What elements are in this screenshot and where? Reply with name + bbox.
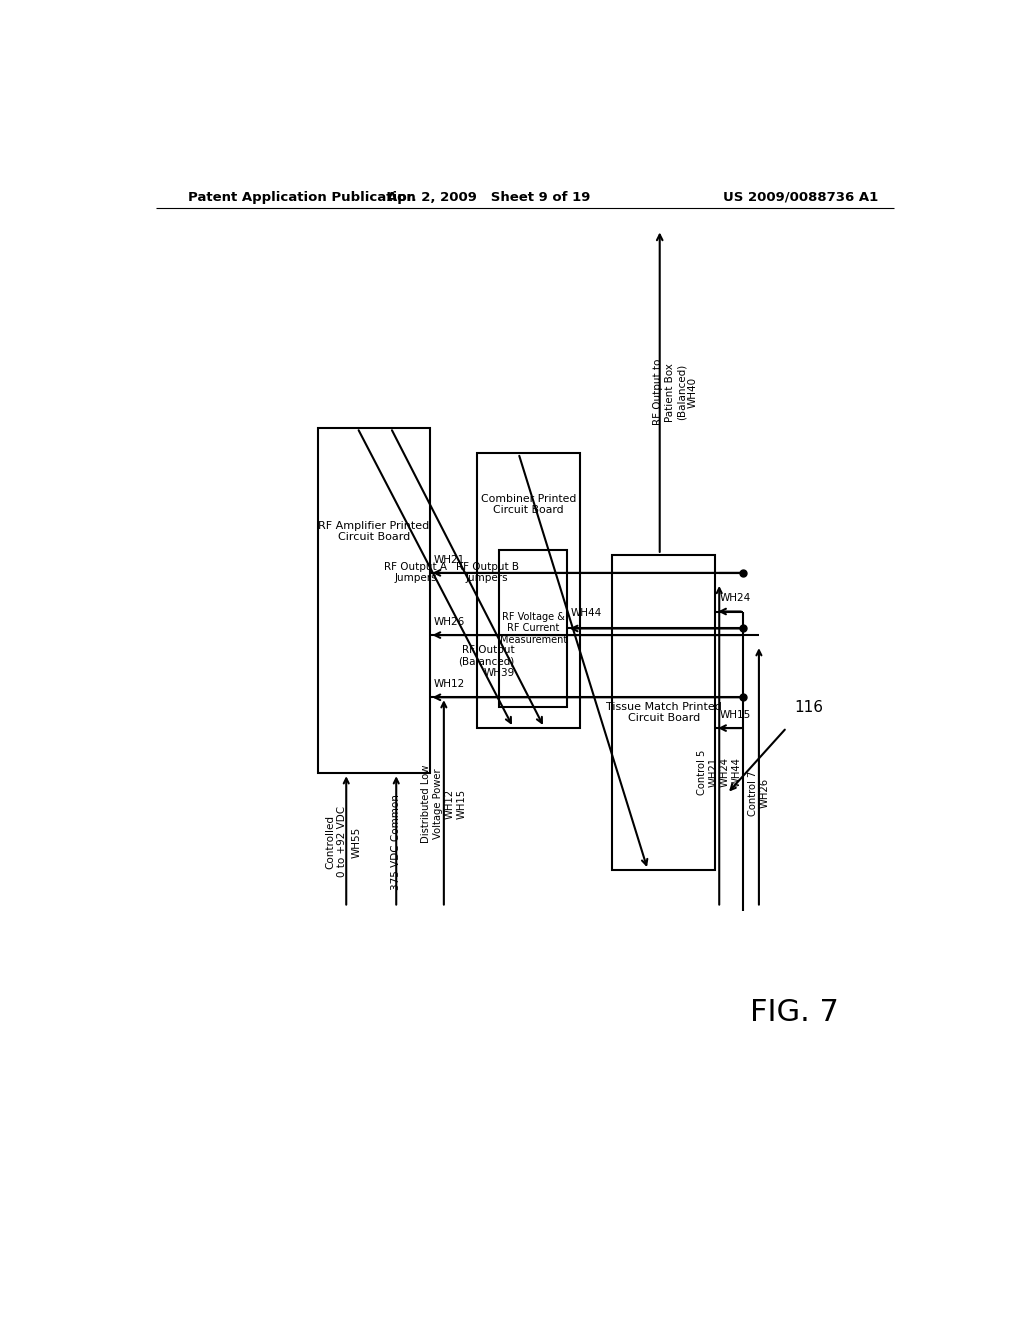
Text: WH24: WH24 <box>719 594 751 603</box>
Text: FIG. 7: FIG. 7 <box>751 998 839 1027</box>
Text: Patent Application Publication: Patent Application Publication <box>187 190 416 203</box>
Bar <box>318 428 430 774</box>
Text: Control 5
WH21
WH24
WH44: Control 5 WH21 WH24 WH44 <box>696 750 741 795</box>
Text: RF Output B
Jumpers: RF Output B Jumpers <box>456 562 519 583</box>
Text: WH55: WH55 <box>351 826 361 858</box>
Text: WH12: WH12 <box>433 680 465 689</box>
Bar <box>500 549 567 708</box>
Text: Distributed Low
Voltage Power
WH12
WH15: Distributed Low Voltage Power WH12 WH15 <box>422 764 466 843</box>
Text: WH21: WH21 <box>433 554 465 565</box>
Text: Tissue Match Printed
Circuit Board: Tissue Match Printed Circuit Board <box>606 701 722 723</box>
Text: RF Amplifier Printed
Circuit Board: RF Amplifier Printed Circuit Board <box>318 520 430 543</box>
Text: 375 VDC Common: 375 VDC Common <box>391 795 401 890</box>
Text: RF Output to
Patient Box
(Balanced)
WH40: RF Output to Patient Box (Balanced) WH40 <box>653 359 698 425</box>
Text: RF Voltage &
RF Current
Measurement: RF Voltage & RF Current Measurement <box>500 612 566 645</box>
Text: 116: 116 <box>795 701 823 715</box>
Text: Apr. 2, 2009   Sheet 9 of 19: Apr. 2, 2009 Sheet 9 of 19 <box>387 190 591 203</box>
Bar <box>477 453 581 727</box>
Text: WH15: WH15 <box>719 710 751 719</box>
Text: WH26: WH26 <box>433 616 465 627</box>
Text: Combiner Printed
Circuit Board: Combiner Printed Circuit Board <box>481 494 577 515</box>
Text: WH44: WH44 <box>570 609 602 618</box>
Text: RF Output A
Jumpers: RF Output A Jumpers <box>384 562 447 583</box>
Bar <box>612 554 715 870</box>
Text: US 2009/0088736 A1: US 2009/0088736 A1 <box>723 190 878 203</box>
Text: Controlled
0 to +92 VDC: Controlled 0 to +92 VDC <box>326 807 347 878</box>
Text: Control 7
WH26: Control 7 WH26 <box>749 771 770 816</box>
Text: RF Output
(Balanced)
WH39: RF Output (Balanced) WH39 <box>458 645 514 678</box>
